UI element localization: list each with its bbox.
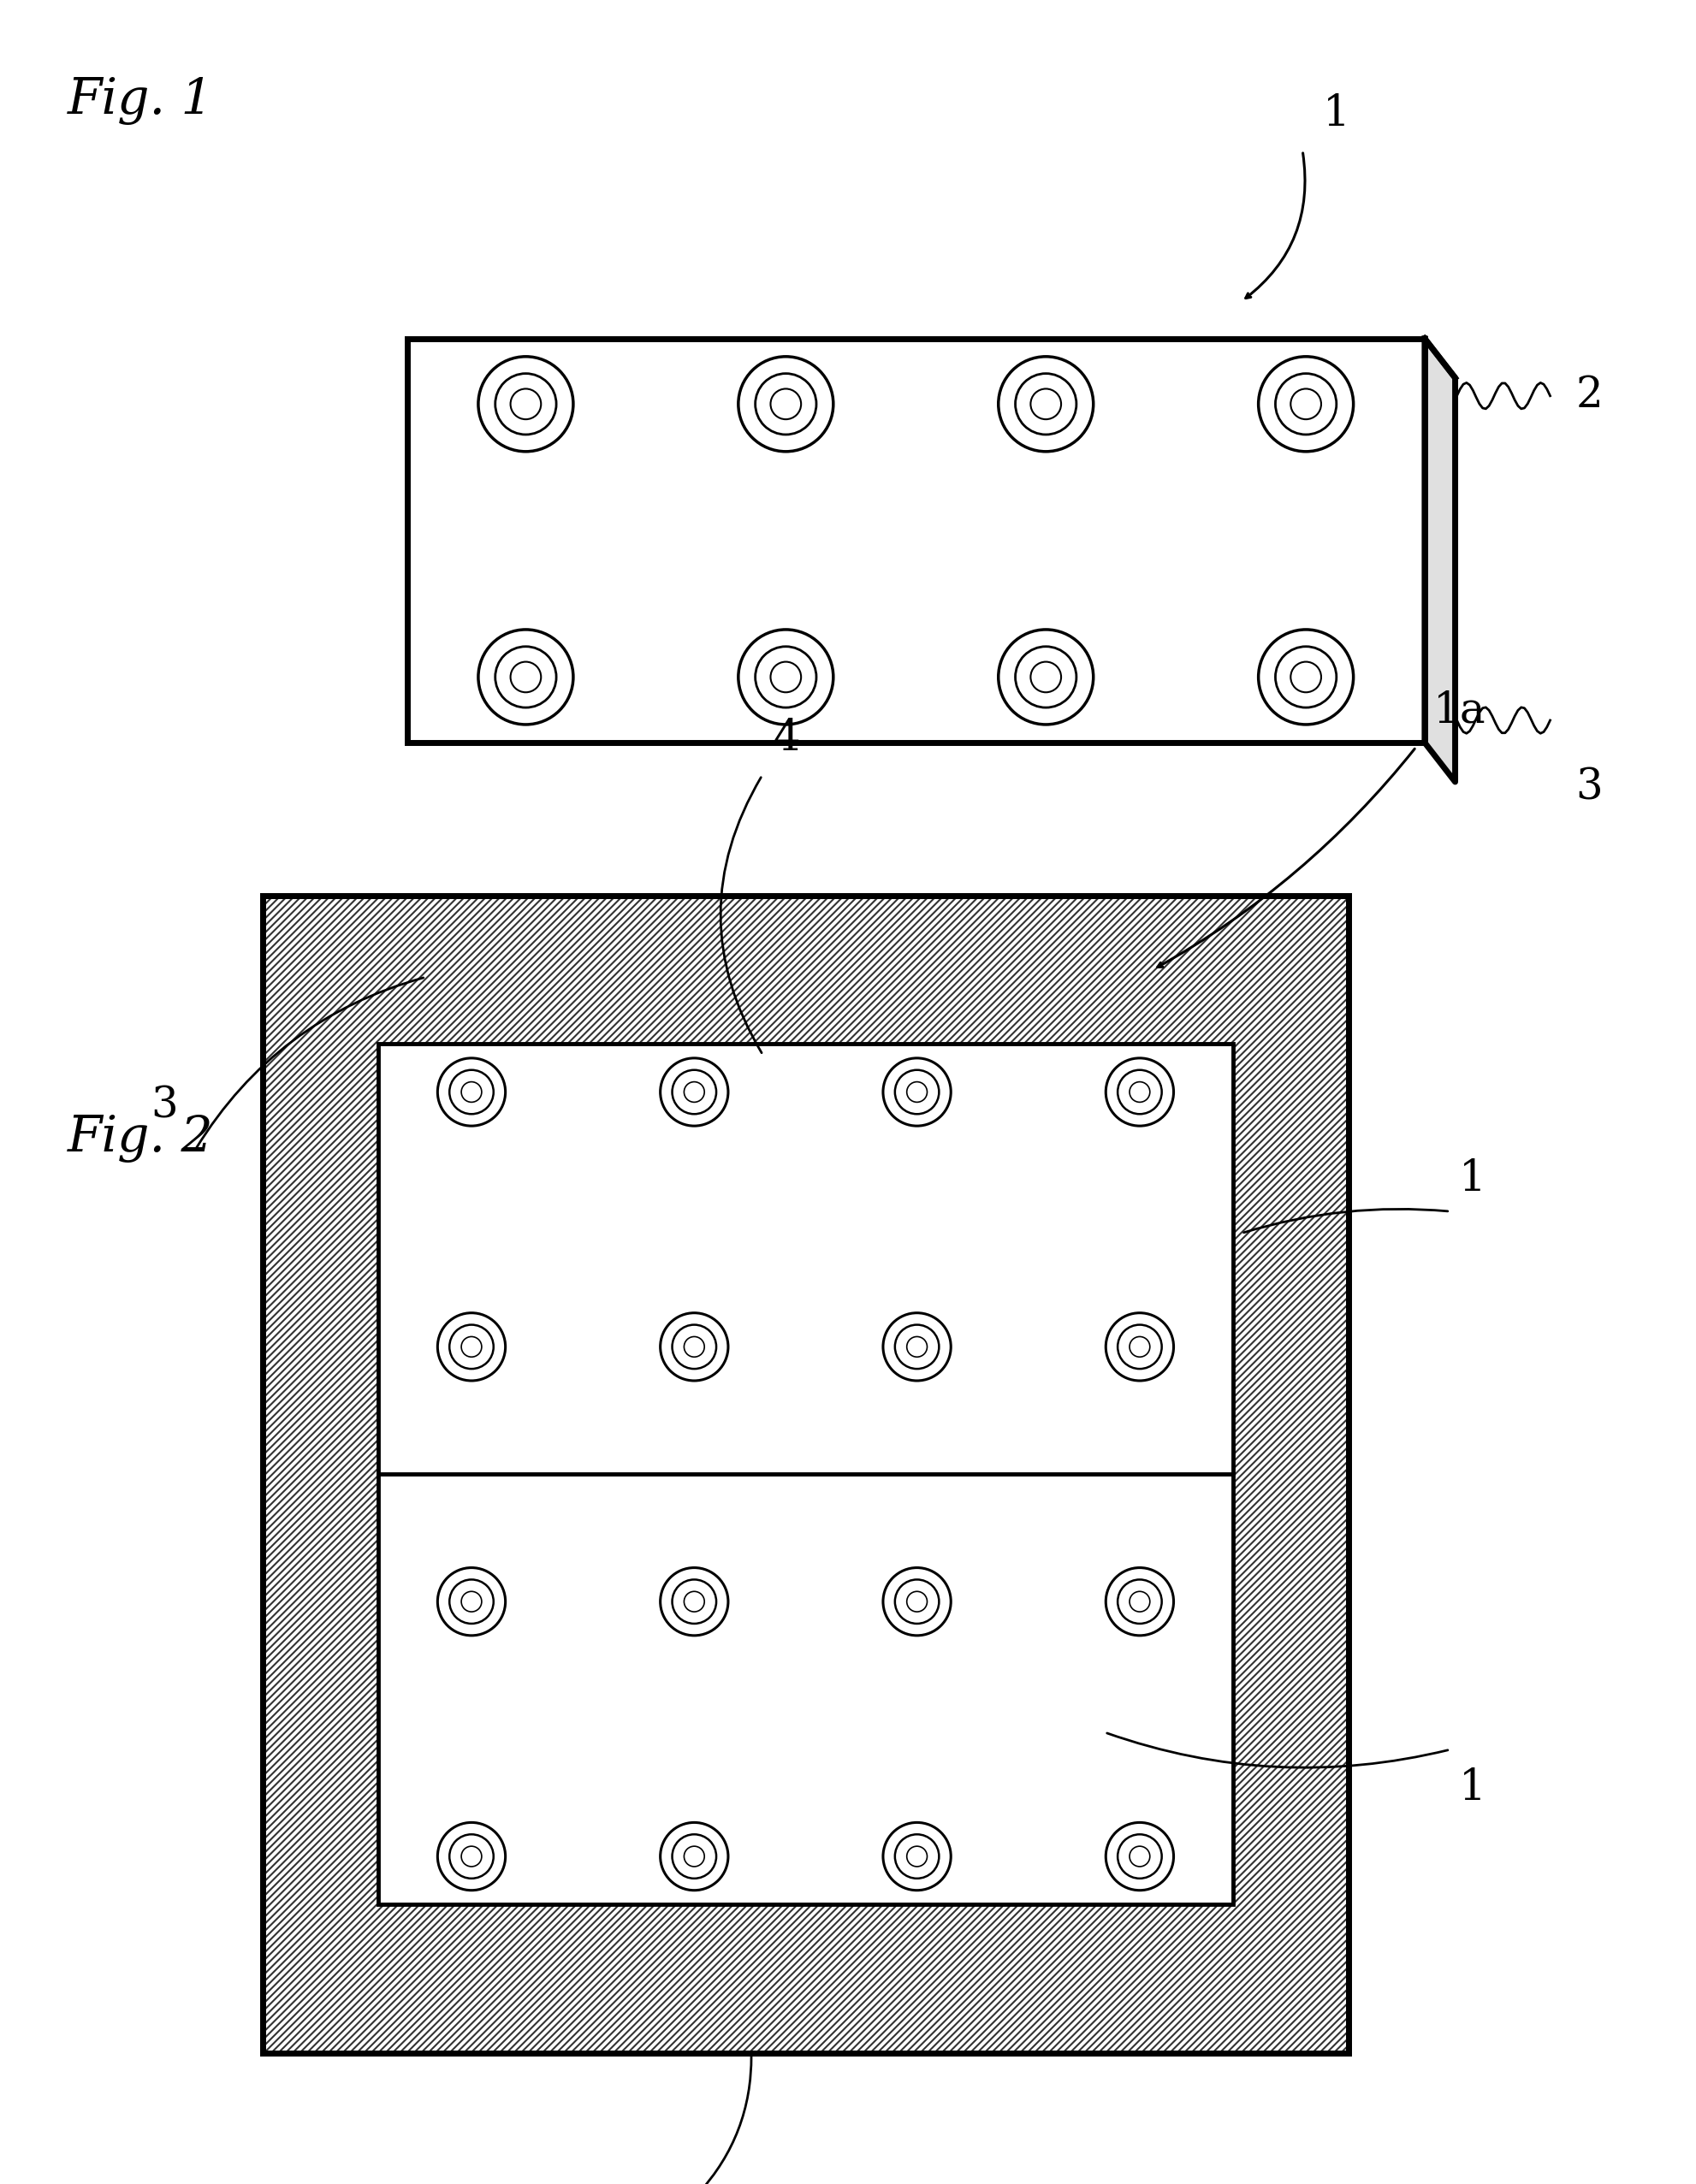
Text: 4: 4 <box>773 719 801 760</box>
Ellipse shape <box>907 1337 928 1356</box>
Polygon shape <box>1425 339 1455 782</box>
Ellipse shape <box>1130 1592 1150 1612</box>
Bar <box>263 895 1348 1044</box>
Ellipse shape <box>1130 1081 1150 1103</box>
Bar <box>263 1904 1348 2053</box>
Ellipse shape <box>1031 389 1062 419</box>
Ellipse shape <box>907 1081 928 1103</box>
Ellipse shape <box>770 662 801 692</box>
Bar <box>378 1044 1233 1904</box>
Ellipse shape <box>461 1081 482 1103</box>
Ellipse shape <box>461 1592 482 1612</box>
Bar <box>263 1044 378 1904</box>
Text: Fig. 1: Fig. 1 <box>68 76 214 124</box>
Text: Fig. 2: Fig. 2 <box>68 1114 214 1162</box>
Ellipse shape <box>683 1337 704 1356</box>
Ellipse shape <box>1031 662 1062 692</box>
Text: 2: 2 <box>1576 376 1603 417</box>
Ellipse shape <box>461 1337 482 1356</box>
Text: 1a: 1a <box>1433 690 1486 732</box>
Bar <box>1233 1044 1348 1904</box>
Ellipse shape <box>510 389 541 419</box>
Bar <box>263 895 1348 2053</box>
Ellipse shape <box>1291 662 1321 692</box>
Text: 3: 3 <box>151 1085 178 1127</box>
Bar <box>407 339 1425 743</box>
Ellipse shape <box>683 1845 704 1867</box>
Ellipse shape <box>1291 389 1321 419</box>
Text: 1: 1 <box>1459 1158 1486 1201</box>
Text: 3: 3 <box>1576 767 1603 808</box>
Ellipse shape <box>1130 1337 1150 1356</box>
Ellipse shape <box>461 1845 482 1867</box>
Ellipse shape <box>510 662 541 692</box>
Ellipse shape <box>907 1592 928 1612</box>
Ellipse shape <box>907 1845 928 1867</box>
Bar <box>263 895 1348 2053</box>
Ellipse shape <box>683 1592 704 1612</box>
Text: 1: 1 <box>1459 1767 1486 1808</box>
Ellipse shape <box>683 1081 704 1103</box>
Ellipse shape <box>770 389 801 419</box>
Text: 1: 1 <box>1323 94 1350 135</box>
Ellipse shape <box>1130 1845 1150 1867</box>
